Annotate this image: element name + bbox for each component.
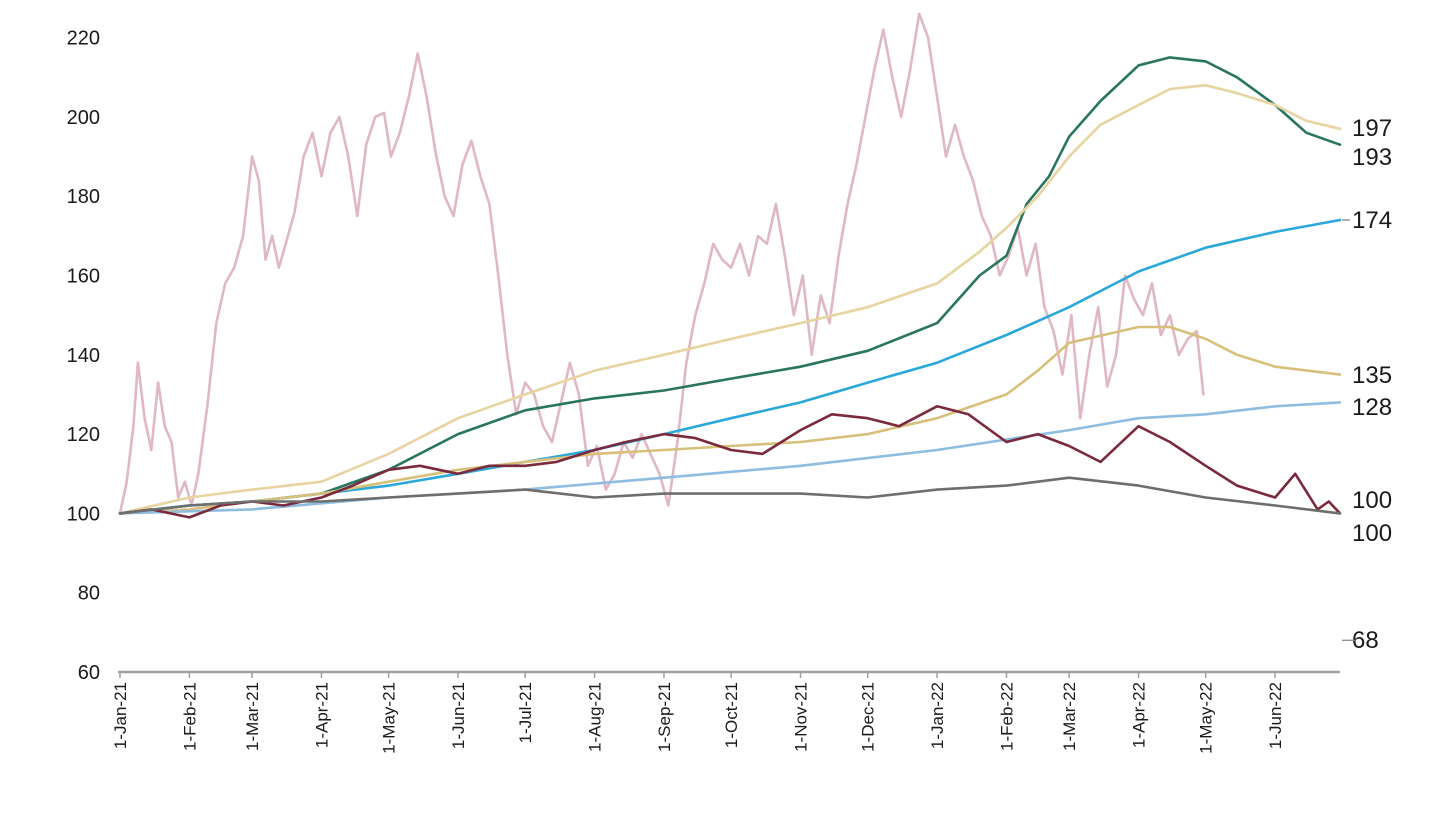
x-tick-label: 1-Dec-21 (859, 682, 878, 752)
end-value-label: 68 (1352, 627, 1379, 654)
y-tick-label: 180 (67, 186, 100, 208)
x-tick-label: 1-Sep-21 (655, 682, 674, 752)
x-tick-label: 1-May-21 (380, 682, 399, 754)
series-line-4 (118, 218, 1342, 515)
end-value-label: 174 (1352, 207, 1392, 234)
x-tick-label: 1-Jan-22 (928, 682, 947, 749)
series-line-5 (118, 325, 1342, 515)
y-tick-label: 140 (67, 345, 100, 367)
x-axis-ticks: 1-Jan-21 1-Feb-21 1-Mar-21 1-Apr-21 1-May-21… (111, 672, 1285, 754)
x-tick-label: 1-Jan-21 (111, 682, 130, 749)
y-tick-label: 60 (78, 662, 100, 684)
end-value-label: 197 (1352, 115, 1392, 142)
y-tick-label: 100 (67, 503, 100, 525)
series-line-1 (118, 12, 1205, 515)
x-tick-label: 1-Feb-21 (180, 682, 199, 751)
x-tick-label: 1-Apr-22 (1130, 682, 1149, 748)
series-line-8 (118, 476, 1342, 515)
series-line-3 (118, 83, 1342, 515)
end-value-label: 100 (1352, 487, 1392, 514)
end-value-label: 100 (1352, 520, 1392, 547)
y-axis-ticks: 60 80 100 120 140 160 180 200 220 (67, 28, 100, 684)
y-tick-label: 160 (67, 266, 100, 288)
x-tick-label: 1-Jul-21 (516, 682, 535, 743)
x-tick-label: 1-Mar-21 (243, 682, 262, 751)
x-tick-label: 1-Apr-21 (312, 682, 331, 748)
end-value-label: 128 (1352, 394, 1392, 421)
x-tick-label: 1-Feb-22 (997, 682, 1016, 751)
x-tick-label: 1-Mar-22 (1060, 682, 1079, 751)
series-line-2 (118, 56, 1342, 515)
plot-series (118, 12, 1342, 519)
y-tick-label: 80 (78, 583, 100, 605)
x-tick-label: 1-Oct-21 (722, 682, 741, 748)
series-line-7 (118, 404, 1342, 519)
x-tick-label: 1-Jun-21 (449, 682, 468, 749)
x-tick-label: 1-Aug-21 (586, 682, 605, 752)
y-tick-label: 220 (67, 28, 100, 50)
x-tick-label: 1-Jun-22 (1266, 682, 1285, 749)
y-tick-label: 200 (67, 107, 100, 129)
x-tick-label: 1-May-22 (1197, 682, 1216, 754)
end-value-label: 135 (1352, 362, 1392, 389)
end-value-label: 193 (1352, 144, 1392, 171)
x-tick-label: 1-Nov-21 (792, 682, 811, 752)
y-tick-label: 120 (67, 424, 100, 446)
